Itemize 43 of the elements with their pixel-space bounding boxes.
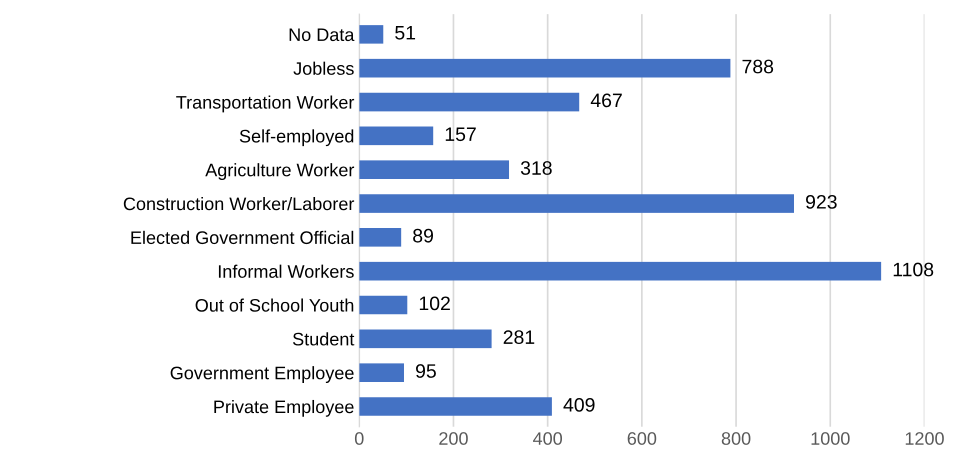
bar <box>359 262 882 280</box>
x-tick-label: 600 <box>628 432 656 445</box>
data-label: 281 <box>504 330 534 344</box>
data-label: 318 <box>520 161 552 175</box>
bar <box>359 363 404 382</box>
bar <box>359 126 434 146</box>
bar <box>359 92 580 112</box>
x-tick-label: 0 <box>354 432 364 445</box>
x-tick-label: 1000 <box>812 432 850 445</box>
bar <box>359 296 408 314</box>
y-tick-label: Elected Government Official <box>131 230 354 244</box>
y-tick-label: Jobless <box>293 62 354 75</box>
bar <box>359 160 510 179</box>
x-tick-label: 1200 <box>906 432 944 445</box>
y-tick-label: Private Employee <box>214 400 354 417</box>
x-tick-label: 800 <box>722 432 750 445</box>
y-tick-label: Student <box>292 332 354 346</box>
y-tick-label: Informal Workers <box>218 264 354 278</box>
x-tick-label: 200 <box>439 432 468 445</box>
bar <box>359 397 552 416</box>
data-label: 1108 <box>894 262 934 276</box>
data-label: 51 <box>395 26 416 40</box>
x-tick-label: 400 <box>533 432 562 445</box>
y-tick-label: Construction Worker/Laborer <box>124 196 354 210</box>
y-tick-label: Agriculture Worker <box>205 163 354 180</box>
y-tick-label: No Data <box>290 28 354 42</box>
data-label: 923 <box>806 194 837 209</box>
y-tick-label: Self-employed <box>240 129 354 146</box>
bar <box>359 25 384 44</box>
y-tick-label: Government Employee <box>170 366 354 383</box>
data-label: 467 <box>590 93 622 108</box>
y-tick-label: Out of School Youth <box>196 298 354 312</box>
data-label: 89 <box>413 228 433 243</box>
data-label: 157 <box>446 128 476 142</box>
data-label: 102 <box>420 296 450 310</box>
bar <box>359 58 730 78</box>
data-label: 409 <box>563 398 595 412</box>
bar <box>359 330 492 348</box>
bar <box>359 194 794 213</box>
data-label: 95 <box>416 364 436 378</box>
bar <box>359 228 402 247</box>
data-label: 788 <box>742 60 774 74</box>
y-tick-label: Transportation Worker <box>176 95 354 112</box>
